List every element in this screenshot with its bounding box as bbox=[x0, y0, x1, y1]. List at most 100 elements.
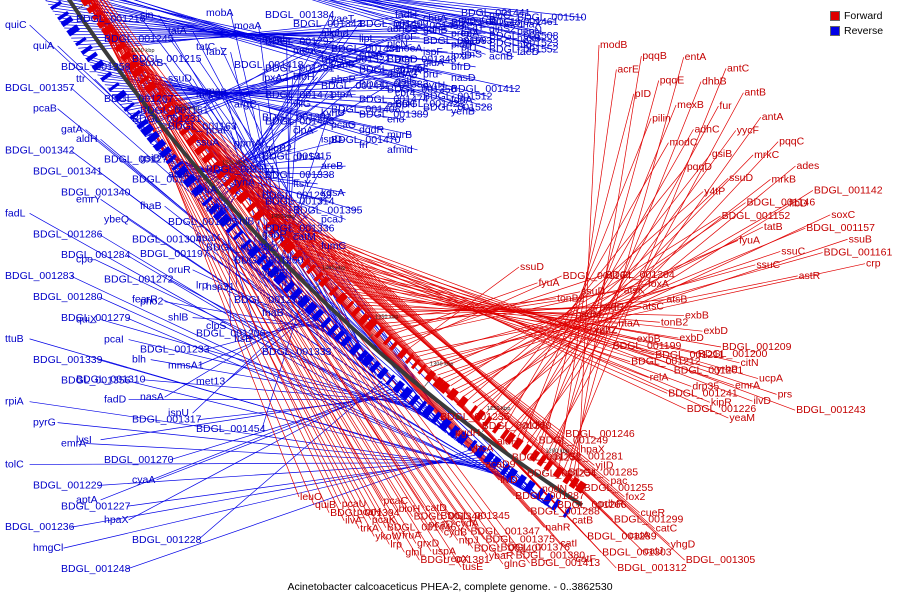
forward-gene-label: BDGL_001289 bbox=[587, 530, 657, 542]
forward-gene-label: pqqC bbox=[779, 136, 805, 148]
reverse-gene-label: cyaA bbox=[132, 474, 155, 486]
reverse-gene-label: murB bbox=[387, 129, 412, 141]
forward-gene-label: atsK bbox=[624, 285, 645, 297]
forward-gene-feature bbox=[101, 23, 115, 37]
forward-gene-feature bbox=[138, 74, 150, 85]
reverse-gene-label: BDGL_001389 bbox=[359, 109, 429, 121]
reverse-callout-line bbox=[197, 380, 383, 541]
forward-gene-label: modB bbox=[600, 39, 627, 51]
forward-callout-line bbox=[549, 81, 702, 460]
reverse-gene-feature bbox=[261, 259, 274, 273]
forward-gene-feature bbox=[404, 353, 415, 365]
reverse-gene-feature bbox=[550, 498, 562, 512]
reverse-gene-label: alkJ bbox=[321, 27, 340, 39]
reverse-gene-label: oruR bbox=[168, 264, 191, 276]
forward-gene-label: modC bbox=[669, 137, 697, 149]
forward-gene-label: grxD bbox=[417, 537, 440, 549]
forward-gene-label: hsdM bbox=[576, 308, 602, 320]
reverse-gene-feature bbox=[247, 244, 261, 259]
reverse-gene-label: BDGL_001245 bbox=[104, 33, 174, 45]
reverse-callout-line bbox=[98, 296, 513, 483]
forward-callout-line bbox=[540, 93, 635, 454]
forward-gene-label: BDGL_001413 bbox=[531, 557, 601, 569]
forward-callout-line bbox=[272, 221, 710, 403]
reverse-gene-feature bbox=[217, 213, 232, 228]
reverse-gene-label: BDGL_001315 bbox=[262, 150, 332, 162]
reverse-gene-label: pho2 bbox=[140, 296, 164, 308]
forward-gene-label: BDGL_001146 bbox=[747, 197, 816, 209]
reverse-gene-feature bbox=[66, 24, 80, 37]
reverse-gene-label: afmid bbox=[387, 144, 413, 156]
reverse-gene-label: lipL bbox=[359, 33, 376, 45]
forward-gene-label: BDGL_001380 bbox=[516, 549, 586, 561]
reverse-gene-label: nasA bbox=[140, 391, 164, 403]
reverse-gene-feature bbox=[408, 393, 421, 407]
forward-gene-feature bbox=[91, 10, 104, 21]
forward-gene-label: BDGL_001407 bbox=[474, 542, 544, 554]
forward-gene-feature bbox=[382, 334, 393, 346]
reverse-gene-label: BDGL_001356 bbox=[61, 375, 131, 387]
forward-gene-label: BDGL_001281 bbox=[554, 450, 624, 462]
reverse-gene-label: clpS bbox=[206, 320, 226, 332]
reverse-gene-feature bbox=[421, 404, 435, 419]
reverse-gene-feature bbox=[489, 455, 502, 470]
reverse-gene-feature bbox=[339, 334, 352, 348]
reverse-gene-feature bbox=[57, 11, 70, 21]
forward-gene-feature bbox=[468, 405, 478, 416]
forward-gene-label: ykoW bbox=[375, 530, 401, 542]
forward-gene-feature bbox=[482, 415, 493, 427]
forward-gene-feature bbox=[424, 369, 437, 383]
forward-gene-label: exbD bbox=[679, 332, 704, 344]
forward-gene-label: BDGL_001212 bbox=[631, 356, 701, 368]
tick-label: 1250 kbp bbox=[487, 406, 511, 412]
reverse-gene-label: pcaG bbox=[331, 119, 356, 131]
tick-mark bbox=[213, 178, 219, 183]
forward-callout-line bbox=[573, 56, 642, 476]
reverse-gene-label: moaA bbox=[234, 20, 261, 32]
reverse-gene-label: BDGL_001441 bbox=[461, 7, 531, 19]
forward-callout-line bbox=[168, 102, 640, 514]
forward-callout-line bbox=[95, 0, 462, 568]
forward-gene-feature bbox=[185, 133, 199, 147]
legend-reverse: Reverse bbox=[830, 23, 892, 38]
reverse-gene-label: BDGL_001392 bbox=[262, 111, 332, 123]
forward-gene-label: BDGL_001375 bbox=[486, 534, 556, 546]
reverse-gene-feature bbox=[438, 417, 452, 432]
reverse-gene-label: plcN bbox=[387, 38, 408, 50]
forward-gene-label: BDGL_001303 bbox=[602, 546, 672, 558]
reverse-gene-label: bfrD bbox=[451, 61, 471, 73]
reverse-gene-feature bbox=[448, 424, 461, 439]
forward-callout-line bbox=[477, 179, 771, 407]
reverse-callout-line bbox=[63, 452, 473, 549]
reverse-gene-label: BDGL_001342 bbox=[5, 145, 75, 157]
reverse-gene-label: acnB bbox=[489, 51, 513, 63]
reverse-gene-label: hpaX bbox=[104, 514, 129, 526]
reverse-gene-label: BDGL_001310 bbox=[76, 374, 146, 386]
legend-reverse-label: Reverse bbox=[844, 24, 884, 37]
reverse-gene-label: BDGL_001228 bbox=[132, 534, 202, 546]
reverse-gene-label: hpaX bbox=[196, 232, 221, 244]
reverse-callout-line bbox=[285, 65, 301, 293]
forward-gene-feature bbox=[228, 183, 242, 196]
tick-label: 1600 kbp bbox=[131, 48, 155, 54]
forward-gene-label: BDGL_001201 bbox=[674, 365, 744, 377]
forward-gene-label: ilvD bbox=[753, 395, 771, 407]
reverse-callout-line bbox=[273, 117, 329, 281]
forward-gene-feature bbox=[562, 472, 574, 485]
reverse-callout-line bbox=[205, 59, 388, 210]
reverse-callout-line bbox=[383, 0, 514, 16]
forward-callout-line bbox=[545, 92, 744, 457]
forward-gene-label: BDGL_001347 bbox=[470, 526, 540, 538]
reverse-gene-label: ftsY bbox=[293, 178, 311, 190]
forward-callout-line bbox=[197, 137, 610, 482]
forward-gene-feature bbox=[209, 161, 222, 173]
forward-gene-label: pcaH bbox=[357, 506, 382, 518]
forward-gene-label: dhbB bbox=[702, 76, 727, 88]
reverse-gene-feature bbox=[182, 174, 197, 188]
forward-gene-label: ssuC bbox=[781, 245, 805, 257]
reverse-gene-label: mmsA1 bbox=[168, 359, 204, 371]
forward-gene-label: BDGL_001254 bbox=[527, 467, 597, 479]
reverse-gene-label: BDGL_001395 bbox=[293, 205, 363, 217]
reverse-gene-label: BDGL_001350 bbox=[387, 84, 457, 96]
reverse-swatch bbox=[830, 25, 840, 36]
